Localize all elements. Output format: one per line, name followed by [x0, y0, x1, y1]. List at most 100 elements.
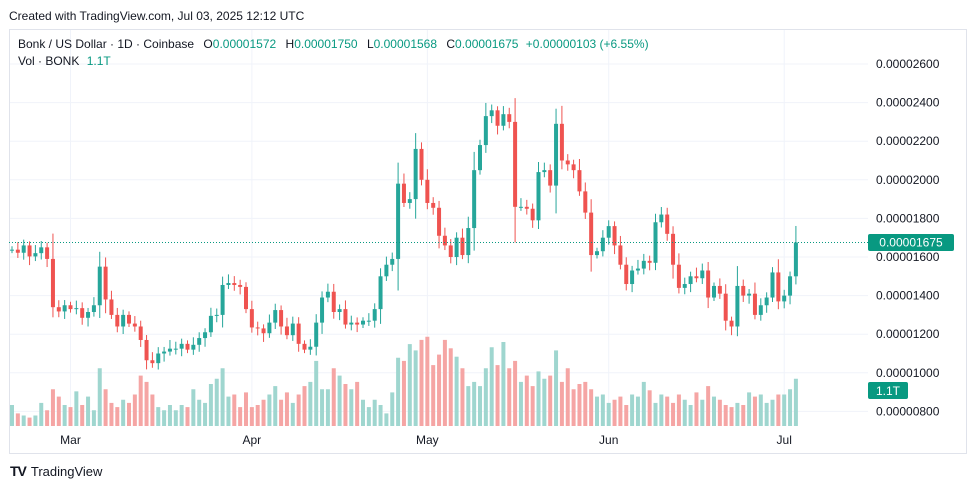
candle-body[interactable]	[665, 214, 670, 234]
candle-body[interactable]	[577, 170, 582, 192]
candle-body[interactable]	[56, 307, 61, 312]
candle-body[interactable]	[27, 245, 32, 257]
candle-body[interactable]	[273, 310, 278, 323]
candle-body[interactable]	[712, 285, 716, 298]
candle-body[interactable]	[378, 276, 383, 310]
candle-body[interactable]	[770, 272, 775, 298]
candle-body[interactable]	[659, 214, 664, 223]
candle-body[interactable]	[565, 160, 570, 165]
candle-body[interactable]	[758, 305, 763, 315]
candle-body[interactable]	[290, 323, 295, 336]
candle-body[interactable]	[489, 110, 494, 117]
candle-body[interactable]	[50, 258, 55, 308]
candle-body[interactable]	[788, 276, 793, 296]
candle-body[interactable]	[717, 285, 722, 294]
candle-body[interactable]	[372, 309, 377, 321]
candle-body[interactable]	[320, 297, 325, 323]
candle-body[interactable]	[624, 264, 629, 285]
candle-body[interactable]	[612, 226, 617, 246]
candle-body[interactable]	[401, 183, 406, 203]
candle-body[interactable]	[361, 320, 365, 325]
candle-body[interactable]	[39, 247, 44, 254]
candle-body[interactable]	[86, 312, 91, 318]
candle-body[interactable]	[366, 320, 371, 322]
candle-body[interactable]	[752, 293, 757, 315]
candle-body[interactable]	[688, 276, 693, 285]
candle-body[interactable]	[513, 121, 518, 207]
candle-body[interactable]	[167, 348, 172, 352]
candle-body[interactable]	[156, 353, 161, 364]
candle-body[interactable]	[162, 351, 167, 354]
candle-body[interactable]	[244, 286, 248, 310]
candle-body[interactable]	[384, 264, 389, 277]
candle-body[interactable]	[33, 253, 38, 257]
candle-body[interactable]	[208, 315, 213, 333]
candle-body[interactable]	[325, 291, 330, 298]
candle-body[interactable]	[536, 172, 541, 221]
candle-body[interactable]	[191, 344, 196, 350]
candle-body[interactable]	[179, 343, 184, 349]
candle-body[interactable]	[74, 308, 79, 310]
candle-body[interactable]	[524, 206, 529, 209]
candle-body[interactable]	[635, 268, 640, 271]
candle-body[interactable]	[419, 148, 424, 180]
candle-body[interactable]	[45, 247, 50, 259]
candle-body[interactable]	[203, 332, 208, 339]
candle-body[interactable]	[747, 293, 752, 296]
candle-body[interactable]	[782, 295, 787, 302]
candle-body[interactable]	[694, 276, 699, 279]
candle-body[interactable]	[501, 114, 506, 126]
candle-body[interactable]	[442, 235, 447, 246]
candle-body[interactable]	[150, 360, 155, 364]
candle-body[interactable]	[173, 348, 178, 350]
candle-body[interactable]	[653, 222, 658, 263]
candle-body[interactable]	[437, 207, 442, 236]
candle-body[interactable]	[530, 208, 535, 221]
candle-body[interactable]	[302, 343, 307, 350]
candle-body[interactable]	[396, 183, 401, 259]
candle-body[interactable]	[764, 297, 769, 306]
candle-body[interactable]	[308, 346, 313, 350]
candle-body[interactable]	[559, 123, 564, 161]
candle-body[interactable]	[185, 343, 190, 350]
candle-body[interactable]	[407, 199, 412, 203]
candle-body[interactable]	[571, 164, 576, 171]
candle-body[interactable]	[676, 264, 681, 288]
candle-body[interactable]	[595, 251, 599, 256]
candle-body[interactable]	[197, 338, 202, 345]
candle-body[interactable]	[618, 245, 623, 265]
candle-body[interactable]	[355, 322, 360, 325]
candle-body[interactable]	[729, 320, 734, 327]
candle-body[interactable]	[589, 212, 594, 256]
candle-body[interactable]	[472, 170, 477, 229]
candle-body[interactable]	[554, 123, 559, 186]
candle-body[interactable]	[103, 266, 108, 300]
candle-body[interactable]	[62, 305, 67, 312]
candle-body[interactable]	[706, 270, 711, 298]
candle-body[interactable]	[793, 242, 798, 277]
candle-body[interactable]	[214, 314, 219, 316]
candle-body[interactable]	[132, 323, 137, 327]
candle-body[interactable]	[548, 170, 553, 186]
candle-body[interactable]	[97, 266, 102, 306]
candle-body[interactable]	[80, 308, 85, 318]
candle-body[interactable]	[700, 270, 705, 279]
candle-body[interactable]	[776, 272, 781, 302]
candle-body[interactable]	[630, 270, 635, 285]
candle-body[interactable]	[454, 237, 459, 257]
candle-body[interactable]	[314, 322, 319, 347]
candle-body[interactable]	[600, 237, 605, 252]
candle-body[interactable]	[91, 305, 96, 313]
candle-body[interactable]	[478, 145, 482, 171]
candle-body[interactable]	[220, 284, 225, 315]
candle-body[interactable]	[671, 233, 676, 265]
candle-body[interactable]	[495, 110, 500, 126]
candle-body[interactable]	[606, 226, 611, 238]
candle-body[interactable]	[15, 249, 20, 253]
candle-body[interactable]	[255, 327, 260, 329]
candle-body[interactable]	[238, 284, 243, 287]
candle-body[interactable]	[121, 314, 126, 327]
candle-body[interactable]	[284, 326, 289, 336]
candle-body[interactable]	[261, 328, 266, 334]
